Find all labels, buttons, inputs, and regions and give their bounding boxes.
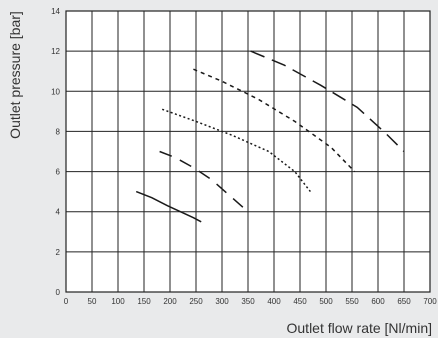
y-tick-label: 12 bbox=[51, 47, 60, 56]
x-tick-label: 700 bbox=[423, 297, 437, 306]
x-tick-label: 550 bbox=[345, 297, 359, 306]
series-line-5 bbox=[250, 50, 405, 153]
x-axis-label: Outlet flow rate [Nl/min] bbox=[287, 320, 433, 336]
y-tick-label: 10 bbox=[51, 87, 60, 96]
x-tick-label: 450 bbox=[293, 297, 307, 306]
series-group bbox=[135, 50, 405, 223]
x-tick-labels: 0 50 100 150 200 250 300 350 400 450 500 550 600 650 7… bbox=[64, 297, 437, 306]
x-tick-label: 350 bbox=[241, 297, 255, 306]
x-tick-label: 50 bbox=[88, 297, 97, 306]
x-tick-label: 150 bbox=[137, 297, 151, 306]
x-tick-label: 400 bbox=[267, 297, 281, 306]
x-tick-label: 100 bbox=[111, 297, 125, 306]
y-tick-label: 2 bbox=[56, 248, 61, 257]
y-tick-label: 14 bbox=[51, 7, 60, 16]
series-line-4 bbox=[193, 68, 356, 173]
y-tick-label: 4 bbox=[56, 208, 61, 217]
x-tick-label: 200 bbox=[163, 297, 177, 306]
y-axis-label: Outlet pressure [bar] bbox=[7, 11, 23, 139]
plot-area bbox=[65, 10, 431, 293]
y-tick-label: 6 bbox=[56, 168, 61, 177]
x-tick-label: 300 bbox=[215, 297, 229, 306]
y-tick-label: 8 bbox=[56, 127, 61, 136]
x-tick-label: 0 bbox=[64, 297, 69, 306]
series-line-2 bbox=[159, 150, 249, 213]
y-tick-label: 0 bbox=[56, 288, 61, 297]
x-tick-label: 250 bbox=[189, 297, 203, 306]
y-tick-labels: 0 2 4 6 8 10 12 14 bbox=[51, 7, 60, 297]
x-tick-label: 600 bbox=[371, 297, 385, 306]
series-line-1 bbox=[135, 190, 202, 223]
x-tick-label: 500 bbox=[319, 297, 333, 306]
series-line-3 bbox=[161, 108, 311, 193]
x-tick-label: 650 bbox=[397, 297, 411, 306]
